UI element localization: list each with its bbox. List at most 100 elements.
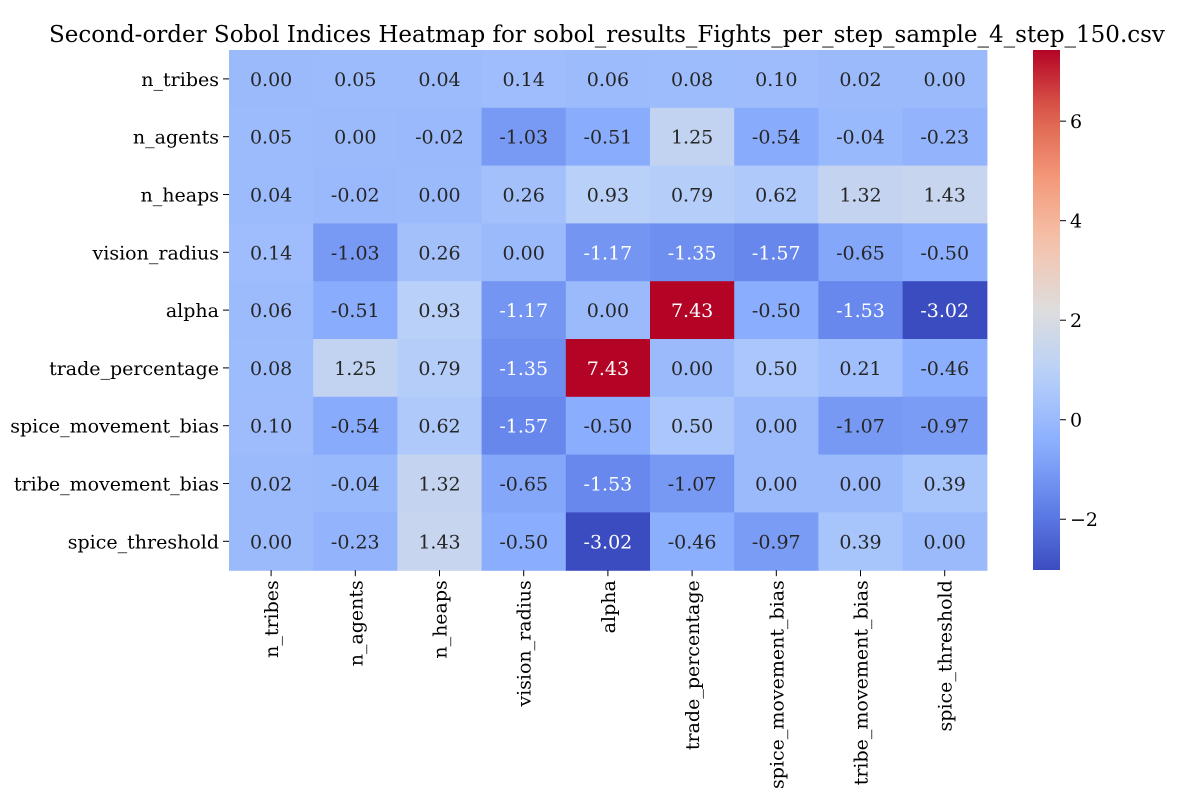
heatmap-cell — [818, 396, 904, 456]
cell-value-label: 7.43 — [671, 300, 713, 322]
cell-value-label: -0.50 — [584, 416, 633, 438]
heatmap-cell — [565, 281, 651, 340]
cell-value-label: 0.93 — [587, 185, 629, 207]
heatmap-cell — [650, 50, 735, 109]
cell-value-label: -0.02 — [415, 127, 464, 149]
cell-value-label: -1.57 — [752, 242, 801, 264]
heatmap-cell — [818, 165, 904, 224]
cell-value-label: 1.43 — [924, 185, 966, 207]
cell-value-label: 0.00 — [839, 474, 881, 496]
heatmap-cell — [565, 165, 651, 224]
cell-value-label: -0.65 — [499, 474, 548, 496]
heatmap-cell — [734, 281, 819, 340]
cell-value-label: 0.00 — [755, 416, 797, 438]
heatmap-cell — [734, 165, 819, 224]
heatmap-cell — [818, 223, 904, 282]
heatmap-cell — [818, 339, 904, 398]
heatmap-cell — [902, 512, 988, 571]
heatmap-cell — [397, 454, 483, 513]
heatmap-cell — [565, 107, 651, 167]
heatmap-cell — [902, 50, 988, 109]
heatmap-cell — [734, 512, 819, 571]
heatmap-cell — [902, 281, 988, 340]
cell-value-label: 0.50 — [671, 416, 713, 438]
row-tick-label: trade_percentage — [49, 358, 219, 380]
heatmap-cell — [650, 165, 735, 224]
heatmap-cell — [818, 454, 904, 513]
column-tick-label: spice_threshold — [935, 580, 957, 731]
cell-value-label: 0.02 — [250, 474, 292, 496]
cell-value-label: -0.23 — [920, 127, 969, 149]
heatmap-cell — [650, 396, 735, 456]
cell-value-label: 0.62 — [755, 185, 797, 207]
heatmap-cell — [397, 512, 483, 571]
cell-value-label: -1.35 — [499, 358, 548, 380]
cell-value-label: 1.32 — [418, 474, 460, 496]
cell-value-label: 0.08 — [671, 69, 713, 91]
heatmap-cell — [481, 339, 567, 398]
row-tick-label: spice_threshold — [68, 531, 219, 553]
heatmap-cell — [229, 50, 314, 109]
heatmap-cell — [481, 50, 567, 109]
heatmap-cell — [229, 281, 314, 340]
heatmap-cell-labels: 0.00 0.05 0.04 0.14 0.06 0.08 0.10 0.02 0.00 0.05… — [250, 69, 969, 553]
heatmap-cell — [818, 107, 904, 167]
cell-value-label: -1.07 — [668, 474, 717, 496]
heatmap-cell — [481, 512, 567, 571]
row-tick-label: alpha — [166, 300, 219, 322]
heatmap-cell — [313, 107, 398, 167]
cell-value-label: 1.43 — [418, 531, 460, 553]
cell-value-label: 0.08 — [250, 358, 292, 380]
cell-value-label: 0.14 — [250, 242, 292, 264]
cell-value-label: 0.00 — [924, 69, 966, 91]
heatmap-cell — [313, 50, 398, 109]
heatmap-cell — [565, 223, 651, 282]
row-tick-label: n_agents — [133, 127, 219, 149]
column-tick-label: alpha — [598, 580, 620, 633]
heatmap-cell — [397, 50, 483, 109]
colorbar-gradient — [1033, 50, 1060, 570]
cell-value-label: 0.05 — [334, 69, 376, 91]
cell-value-label: 0.00 — [250, 69, 292, 91]
cell-value-label: -1.17 — [584, 242, 633, 264]
cell-value-label: 7.43 — [587, 358, 629, 380]
cell-value-label: 0.26 — [503, 185, 545, 207]
heatmap-cell — [313, 339, 398, 398]
heatmap-cell — [734, 396, 819, 456]
row-tick-label: tribe_movement_bias — [14, 474, 219, 496]
cell-value-label: 1.25 — [671, 127, 713, 149]
cell-value-label: 0.04 — [418, 69, 460, 91]
cell-value-label: 0.21 — [839, 358, 881, 380]
colorbar-tick-label: 6 — [1070, 111, 1082, 133]
heatmap-cell — [902, 107, 988, 167]
heatmap-cell — [397, 339, 483, 398]
heatmap-cell — [229, 223, 314, 282]
cell-value-label: 0.00 — [503, 242, 545, 264]
row-tick-label: spice_movement_bias — [10, 416, 219, 438]
column-tick-label: spice_movement_bias — [766, 580, 788, 789]
cell-value-label: 0.79 — [671, 185, 713, 207]
heatmap-cell — [650, 339, 735, 398]
cell-value-label: 0.05 — [250, 127, 292, 149]
colorbar: −2 0 2 4 6 — [1033, 50, 1098, 570]
cell-value-label: 0.50 — [755, 358, 797, 380]
cell-value-label: 0.00 — [334, 127, 376, 149]
heatmap-cell — [565, 396, 651, 456]
heatmap-cell — [565, 50, 651, 109]
heatmap-cell — [397, 396, 483, 456]
heatmap-cell — [397, 165, 483, 224]
heatmap-cell — [481, 107, 567, 167]
cell-value-label: -1.53 — [584, 474, 633, 496]
cell-value-label: -0.04 — [331, 474, 380, 496]
heatmap-cell — [229, 339, 314, 398]
cell-value-label: 0.06 — [587, 69, 629, 91]
heatmap-cell — [650, 107, 735, 167]
heatmap-cell — [818, 50, 904, 109]
heatmap-cell — [313, 281, 398, 340]
heatmap-cell — [481, 223, 567, 282]
cell-value-label: -0.50 — [499, 531, 548, 553]
cell-value-label: -1.53 — [836, 300, 885, 322]
heatmap-cell — [229, 454, 314, 513]
heatmap-cell — [565, 339, 651, 398]
